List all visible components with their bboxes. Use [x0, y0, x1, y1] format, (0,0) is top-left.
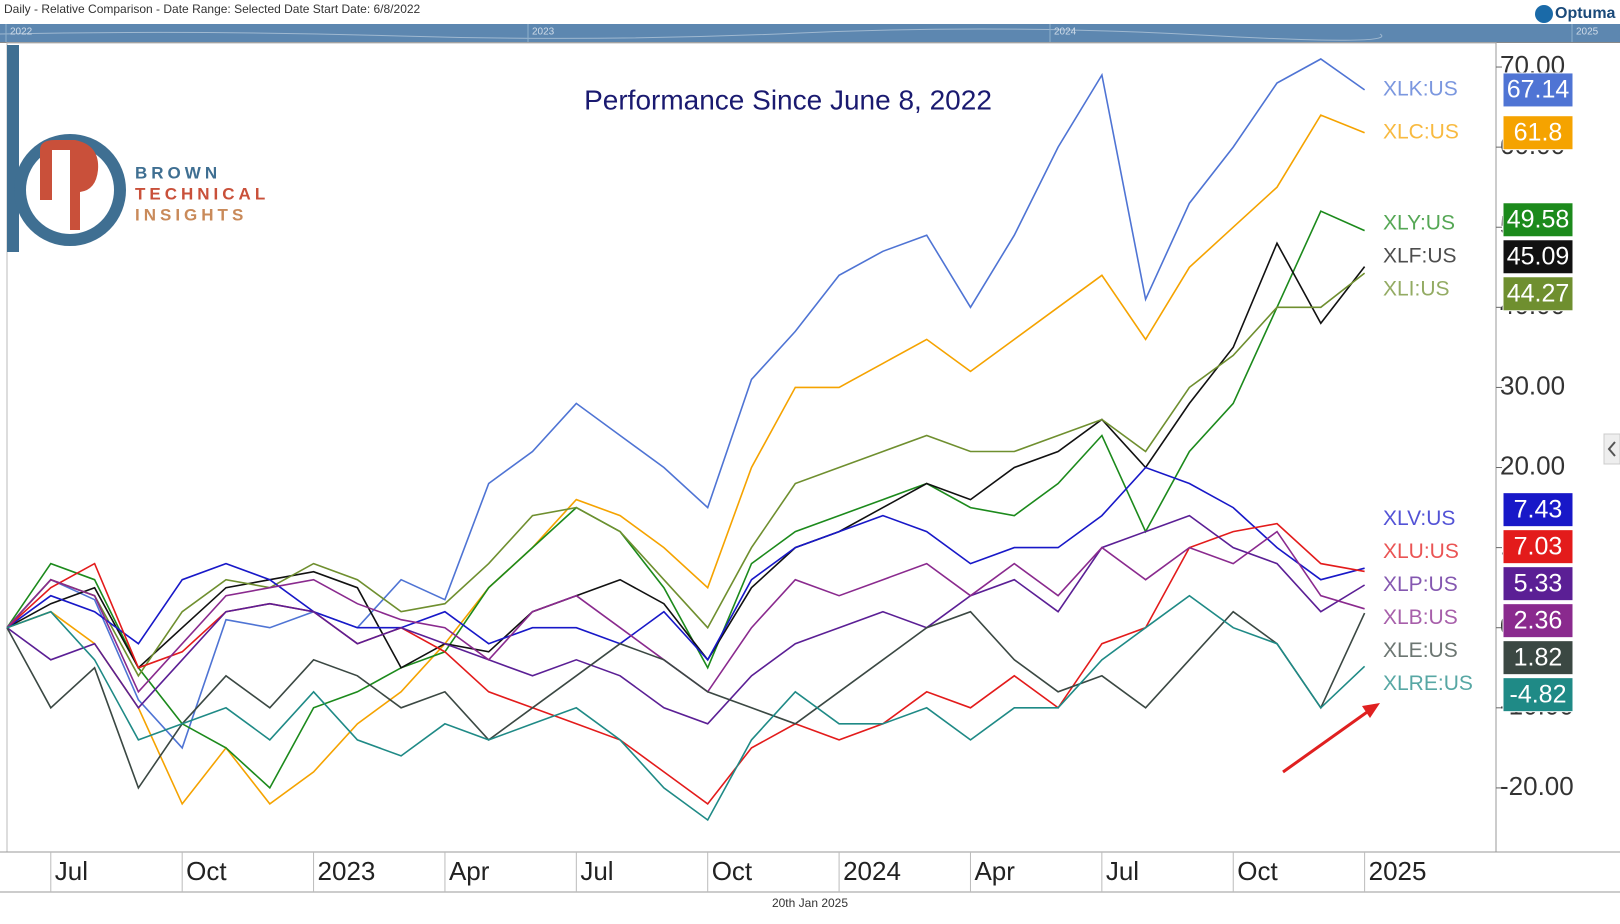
footer-date: 20th Jan 2025: [772, 896, 848, 910]
value-badge-label: 67.14: [1507, 76, 1570, 104]
series-label: XLV:US: [1383, 507, 1455, 530]
value-badge-label: 2.36: [1514, 606, 1563, 634]
brand-icon: [1535, 5, 1553, 23]
series-line: [6, 114, 1365, 806]
value-badge: [1502, 529, 1574, 565]
value-badge-label: -4.82: [1510, 680, 1567, 708]
series-label: XLP:US: [1383, 573, 1458, 596]
logo-text: TECHNICAL: [135, 184, 269, 203]
logo: BROWN TECHNICAL INSIGHTS: [7, 45, 269, 252]
value-badge: [1502, 276, 1574, 312]
series-label: XLRE:US: [1383, 672, 1473, 695]
brand: Optuma: [1555, 5, 1616, 22]
logo-text: INSIGHTS: [135, 205, 247, 224]
value-badge-label: 7.03: [1514, 532, 1563, 560]
y-tick-label: 30.00: [1500, 370, 1565, 400]
series-line: [6, 514, 1366, 725]
value-badge: [1502, 677, 1574, 713]
logo-text: BROWN: [135, 163, 221, 182]
series-line: [6, 272, 1366, 678]
annotation-arrowhead: [1362, 703, 1380, 718]
x-tick-label: Oct: [186, 856, 227, 886]
x-tick-label: 2023: [318, 856, 376, 886]
x-tick-label: Apr: [974, 856, 1015, 886]
value-badge: [1502, 72, 1574, 108]
series-label: XLK:US: [1383, 77, 1458, 100]
collapse-icon: [1607, 441, 1616, 457]
value-badge: [1502, 115, 1574, 151]
series-line: [6, 466, 1365, 662]
logo-mark: [40, 140, 99, 230]
x-tick-label: Jul: [580, 856, 613, 886]
series-label: XLI:US: [1383, 277, 1450, 300]
value-badge: [1502, 640, 1574, 676]
logo-bar: [7, 45, 19, 252]
y-tick-label: 20.00: [1500, 450, 1565, 480]
y-tick-label: -20.00: [1500, 771, 1574, 801]
navigator-label: 2022: [10, 27, 33, 38]
series-label: XLY:US: [1383, 211, 1455, 234]
navigator-label: 2024: [1054, 27, 1077, 38]
series-line: [6, 594, 1366, 822]
x-tick-label: Oct: [712, 856, 753, 886]
value-badge: [1502, 603, 1574, 639]
x-tick-label: Oct: [1237, 856, 1278, 886]
series-label: XLF:US: [1383, 244, 1457, 267]
value-badge-label: 44.27: [1507, 279, 1570, 307]
x-tick-label: Jul: [1106, 856, 1139, 886]
series-label: XLC:US: [1383, 120, 1459, 143]
value-badge: [1502, 492, 1574, 528]
value-badge-label: 61.8: [1514, 118, 1563, 146]
value-badge-label: 1.82: [1514, 643, 1563, 671]
header-info: Daily - Relative Comparison - Date Range…: [4, 2, 421, 16]
value-badge-label: 5.33: [1514, 569, 1563, 597]
series-label: XLU:US: [1383, 540, 1459, 563]
series-line: [6, 210, 1365, 790]
value-badge: [1502, 202, 1574, 238]
x-tick-label: Apr: [449, 856, 490, 886]
series-line: [6, 241, 1366, 670]
series-line: [6, 58, 1366, 750]
navigator-label: 2023: [532, 27, 555, 38]
x-tick-label: 2024: [843, 856, 901, 886]
navigator-line: [0, 28, 1383, 41]
collapse-button[interactable]: [1603, 433, 1620, 465]
x-tick-label: 2025: [1369, 856, 1427, 886]
series-label: XLB:US: [1383, 606, 1458, 629]
value-badge: [1502, 239, 1574, 275]
chart-title: Performance Since June 8, 2022: [584, 84, 992, 115]
brand-box: [1534, 2, 1618, 24]
annotation-arrow: [1282, 708, 1371, 774]
x-tick-label: Jul: [55, 856, 88, 886]
navigator-label: 2025: [1576, 27, 1599, 38]
series-label: XLE:US: [1383, 639, 1458, 662]
value-badge-label: 49.58: [1507, 205, 1570, 233]
series-line: [6, 610, 1366, 790]
value-badge-label: 7.43: [1514, 495, 1563, 523]
value-badge-label: 45.09: [1507, 242, 1570, 270]
value-badge: [1502, 566, 1574, 602]
